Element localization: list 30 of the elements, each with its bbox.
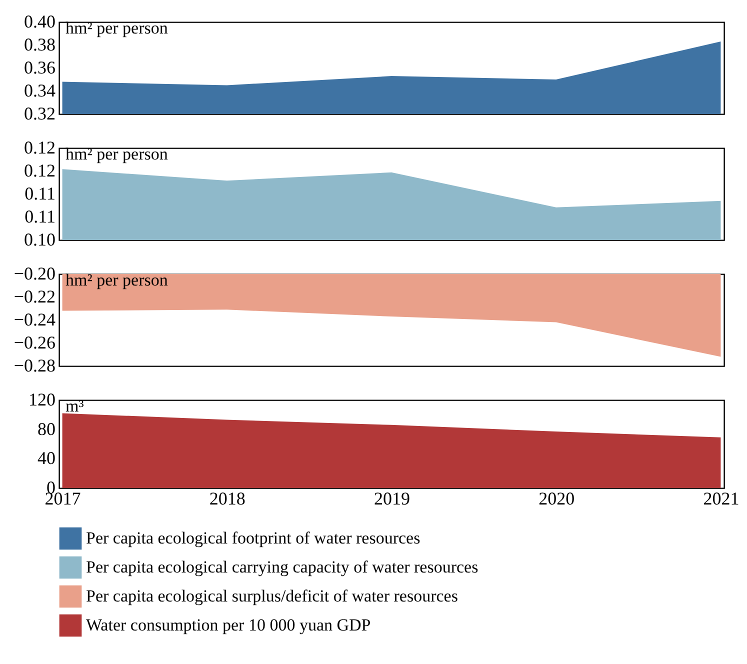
y-tick-label: 0.10 (24, 230, 56, 250)
y-axis-title: hm² per person (66, 144, 168, 164)
y-tick-label: 0.38 (24, 34, 56, 54)
y-tick-label: 0.11 (24, 206, 56, 226)
y-axis-title: hm² per person (66, 18, 168, 38)
y-tick-label: 0.40 (24, 12, 56, 32)
legend-label: Per capita ecological footprint of water resources (86, 528, 420, 548)
y-tick-label: 120 (28, 390, 56, 410)
y-tick-label: 80 (38, 418, 56, 439)
y-axis-title: hm² per person (66, 270, 168, 290)
legend-label: Per capita ecological carrying capacity of water resources (86, 558, 478, 576)
y-tick-label: 0.32 (24, 104, 56, 124)
legend-label: Water consumption per 10 000 yuan GDP (86, 616, 371, 634)
y-tick-label: 0.34 (24, 80, 56, 100)
y-tick-label: 40 (38, 448, 56, 468)
y-tick-label: 0.11 (24, 184, 56, 204)
x-tick-label: 2020 (538, 488, 575, 508)
x-tick-label: 2021 (703, 488, 740, 508)
x-tick-label: 2018 (209, 488, 246, 508)
y-tick-label: −0.24 (14, 310, 56, 330)
x-tick-label: 2019 (374, 488, 410, 508)
y-tick-label: −0.20 (14, 264, 56, 284)
y-axis-title: m³ (66, 396, 84, 416)
y-tick-label: 0.12 (24, 138, 56, 158)
y-tick-label: 0.36 (24, 58, 56, 78)
y-tick-label: −0.22 (14, 286, 56, 306)
legend-label: Per capita ecological surplus/deficit of water resources (86, 586, 458, 606)
y-tick-label: 0.12 (24, 160, 56, 180)
y-tick-label: −0.26 (14, 332, 56, 352)
y-tick-label: −0.28 (14, 356, 56, 376)
